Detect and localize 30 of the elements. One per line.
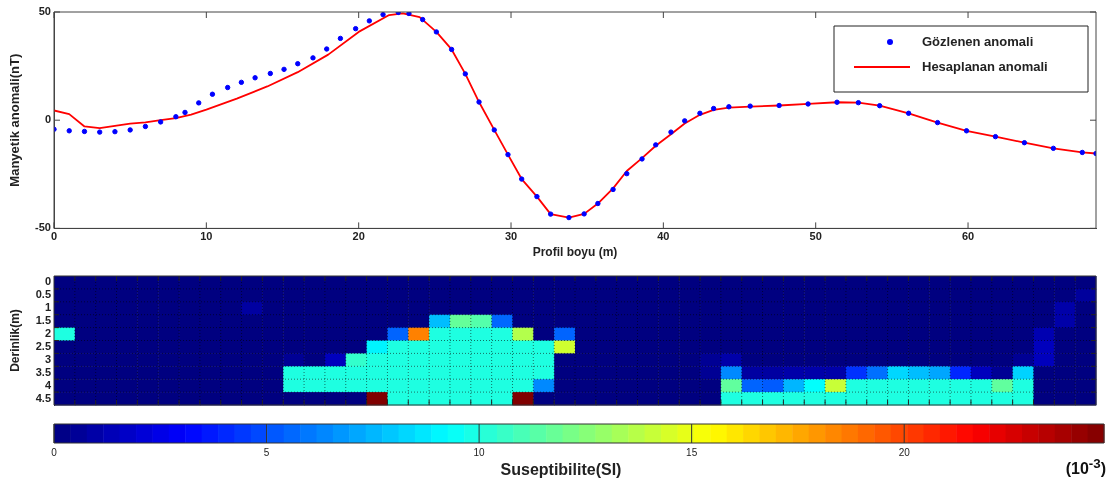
y-tick-label: 3 xyxy=(44,352,51,365)
y-tick-label: 0 xyxy=(44,275,51,288)
x-tick-label: 30 xyxy=(504,230,518,243)
y-tick-label: 2.5 xyxy=(35,339,51,352)
x-tick-label: 50 xyxy=(809,230,822,243)
y-tick-label: 0 xyxy=(44,113,51,126)
x-tick-label: 40 xyxy=(657,230,670,243)
y-tick-label: 1.5 xyxy=(35,314,51,327)
legend-label: Gözlenen anomali xyxy=(922,33,1034,49)
color-bar-label: 5 xyxy=(263,446,270,458)
y-tick-label: 50 xyxy=(38,5,51,18)
color-bar-label: 15 xyxy=(686,446,698,458)
y-axis-title: Manyetik anomali(nT) xyxy=(7,53,23,187)
y-tick-label: 0.5 xyxy=(35,288,51,301)
y-tick-label: 2 xyxy=(44,327,51,340)
x-axis-title: Profil boyu (m) xyxy=(532,245,618,260)
color-bar-title: Suseptibilite(SI) xyxy=(500,461,622,479)
color-bar-label: 10 xyxy=(473,446,486,458)
text: (10$^{-3}$) xyxy=(1065,456,1106,479)
y-tick-label: 4.5 xyxy=(35,391,51,404)
x-tick-label: 10 xyxy=(200,230,213,243)
legend-label: Hesaplanan anomali xyxy=(922,58,1048,74)
y-tick-label: 4 xyxy=(44,378,52,391)
x-tick-label: 20 xyxy=(352,230,365,243)
y-tick-label: 1 xyxy=(44,301,51,314)
y-tick-label: 3.5 xyxy=(35,365,51,378)
color-bar-label: 20 xyxy=(898,446,911,458)
x-tick-label: 60 xyxy=(961,230,975,243)
y-axis-title: Derinlik(m) xyxy=(7,309,22,372)
y-tick-label: -50 xyxy=(35,221,51,234)
